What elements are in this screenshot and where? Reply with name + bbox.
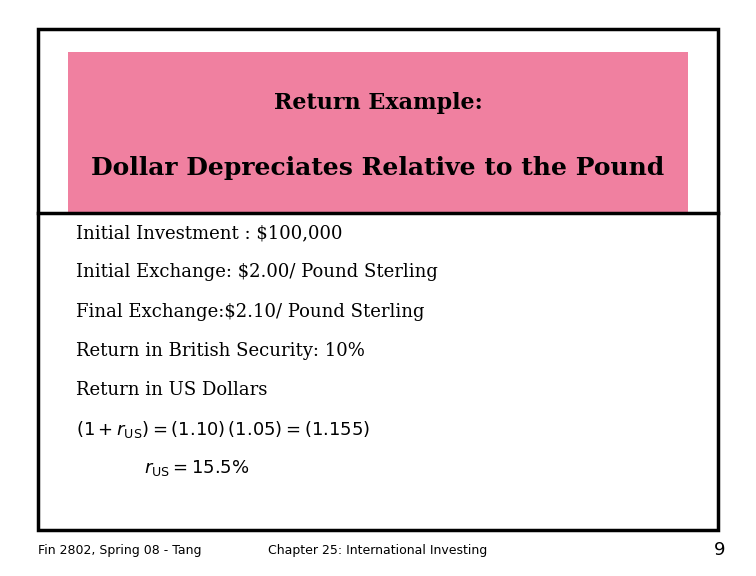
Text: Return in British Security: 10%: Return in British Security: 10% (76, 342, 364, 360)
Bar (38, 29, 718, 530)
Text: Initial Investment : $100,000: Initial Investment : $100,000 (76, 224, 342, 242)
Text: Return in US Dollars: Return in US Dollars (76, 381, 267, 399)
Text: Return Example:: Return Example: (274, 93, 482, 115)
Text: Dollar Depreciates Relative to the Pound: Dollar Depreciates Relative to the Pound (91, 156, 665, 180)
Bar (68, 52, 688, 213)
Text: $(1 + r_{\mathrm{US}}) = (1.10)\,(1.05) = (1.155)$: $(1 + r_{\mathrm{US}}) = (1.10)\,(1.05) … (76, 419, 370, 439)
Text: Final Exchange:$2.10/ Pound Sterling: Final Exchange:$2.10/ Pound Sterling (76, 302, 424, 321)
Text: $r_{\mathrm{US}} = 15.5\%$: $r_{\mathrm{US}} = 15.5\%$ (144, 458, 249, 478)
Text: Fin 2802, Spring 08 - Tang: Fin 2802, Spring 08 - Tang (38, 544, 201, 556)
Text: Chapter 25: International Investing: Chapter 25: International Investing (268, 544, 488, 556)
Text: Initial Exchange: $2.00/ Pound Sterling: Initial Exchange: $2.00/ Pound Sterling (76, 263, 438, 282)
Text: 9: 9 (714, 541, 726, 559)
